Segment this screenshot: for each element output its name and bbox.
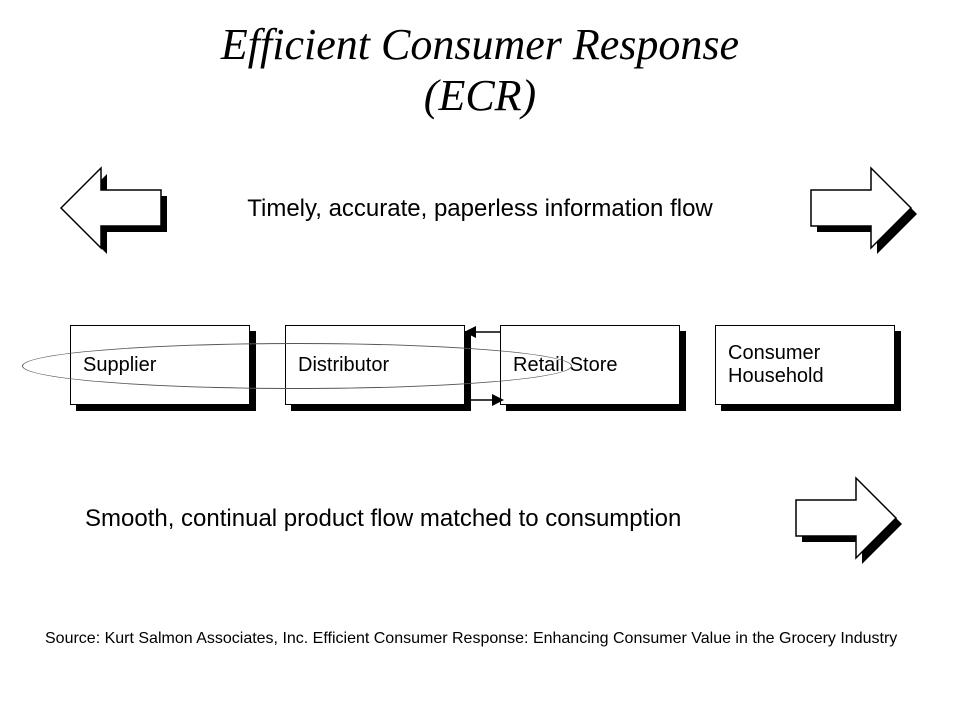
source-citation: Source: Kurt Salmon Associates, Inc. Eff… bbox=[45, 630, 897, 648]
chain-ellipse bbox=[22, 343, 572, 389]
product-flow-label: Smooth, continual product flow matched t… bbox=[85, 505, 681, 533]
chain-box-consumer: Consumer Household bbox=[715, 325, 895, 405]
page-title: Efficient Consumer Response (ECR) bbox=[0, 0, 960, 121]
chain-label-consumer: Consumer Household bbox=[728, 342, 824, 388]
supply-chain: Supplier Distributor Retail Store Consum… bbox=[0, 325, 960, 415]
bidir-arrow-top bbox=[464, 325, 504, 339]
chain-label-consumer-l2: Household bbox=[728, 365, 824, 387]
bidir-arrow-bottom bbox=[464, 393, 504, 407]
title-line-1: Efficient Consumer Response bbox=[0, 20, 960, 71]
chain-label-consumer-l1: Consumer bbox=[728, 342, 820, 364]
info-flow-label: Timely, accurate, paperless information … bbox=[247, 195, 713, 223]
title-line-2: (ECR) bbox=[0, 71, 960, 122]
